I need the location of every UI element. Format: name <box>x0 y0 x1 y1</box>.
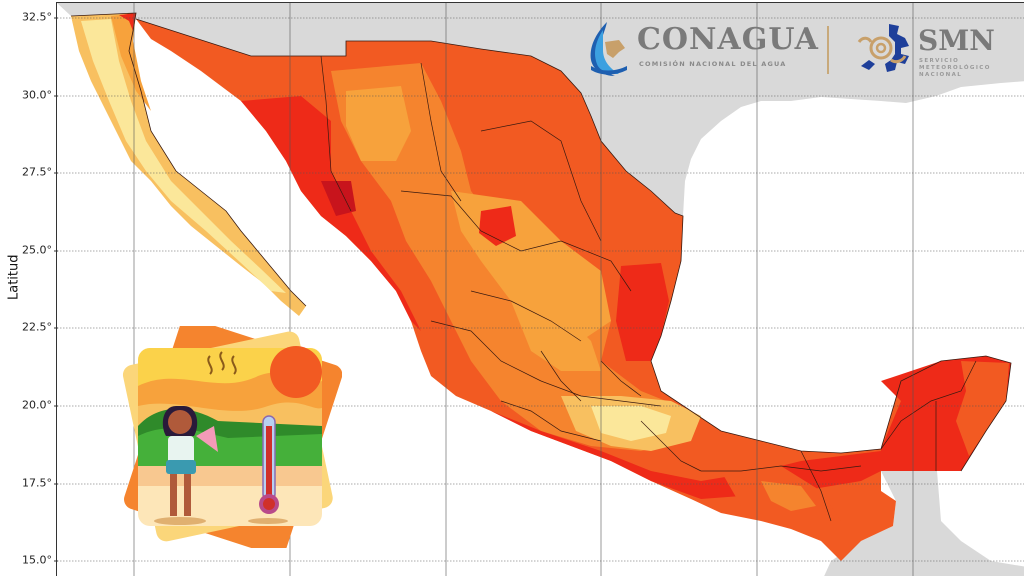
ytick-20-0: 20.0° <box>0 399 58 412</box>
conagua-subtitle: COMISIÓN NACIONAL DEL AGUA <box>639 60 787 68</box>
coastline <box>135 18 1012 472</box>
mexico-temperature-map <box>57 3 1024 576</box>
smn-subtitle: SERVICIO METEOROLÓGICO NACIONAL <box>919 58 991 78</box>
conagua-title: CONAGUA <box>637 22 819 57</box>
usa-landmass <box>57 3 1024 216</box>
ytick-32-5: 32.5° <box>0 11 58 24</box>
ytick-27-5: 27.5° <box>0 166 58 179</box>
baja-california <box>71 13 306 316</box>
ytick-30-0: 30.0° <box>0 89 58 102</box>
ytick-17-5: 17.5° <box>0 477 58 490</box>
central-america-landmass <box>824 471 1024 576</box>
state-borders <box>320 55 977 522</box>
smn-logo-icon <box>857 24 909 72</box>
grid-lines <box>57 17 1024 562</box>
y-axis-label: Latitud <box>6 254 22 300</box>
smn-title: SMN <box>918 24 995 57</box>
ytick-25-0: 25.0° <box>0 244 58 257</box>
heat-wave-illustration <box>122 326 342 548</box>
logo-divider <box>827 26 829 74</box>
logo-banner: CONAGUA COMISIÓN NACIONAL DEL AGUA SMN S… <box>585 18 1005 80</box>
ytick-15-0: 15.0° <box>0 554 58 567</box>
conagua-logo-icon <box>590 22 627 76</box>
ytick-22-5: 22.5° <box>0 321 58 334</box>
